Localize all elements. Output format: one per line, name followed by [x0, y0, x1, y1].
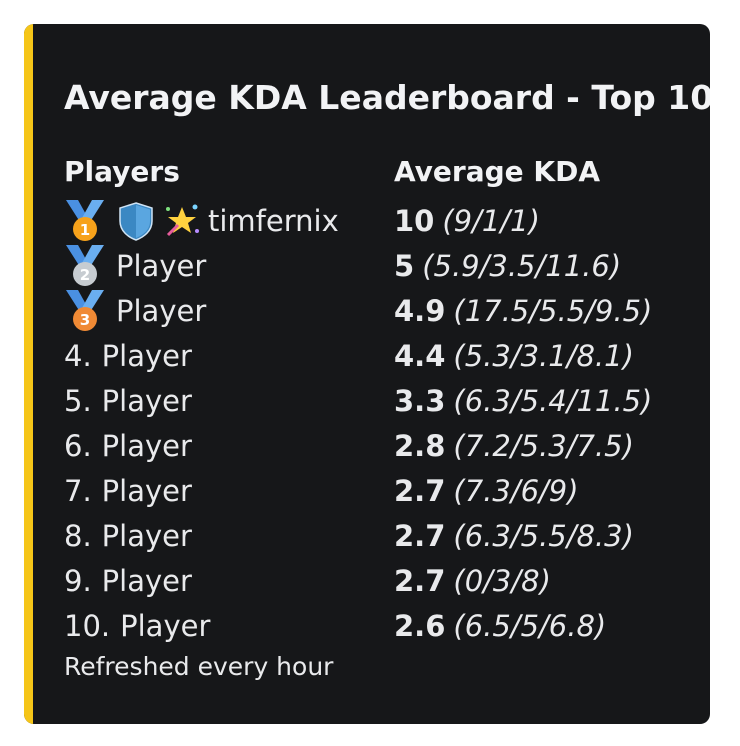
- leaderboard-row: 8. Player 2.7 (6.3/5.5/8.3): [24, 513, 710, 558]
- kda-cell: 2.8 (7.2/5.3/7.5): [394, 423, 634, 468]
- kda-column-header: Average KDA: [394, 155, 601, 188]
- player-cell: 8. Player: [64, 513, 192, 558]
- player-name: Player: [101, 563, 192, 598]
- rank-label: 10.: [64, 608, 111, 643]
- kda-cell: 2.7 (0/3/8): [394, 558, 551, 603]
- leaderboard-row: 10. Player 2.6 (6.5/5/6.8): [24, 603, 710, 648]
- player-cell: 1 timfernix: [64, 198, 339, 243]
- player-name: Player: [101, 338, 192, 373]
- silver-medal-icon: 2: [66, 245, 104, 286]
- player-cell: 10. Player: [64, 603, 210, 648]
- players-column-header: Players: [64, 155, 180, 188]
- kda-cell: 2.7 (7.3/6/9): [394, 468, 579, 513]
- svg-text:3: 3: [80, 311, 90, 329]
- player-cell: 2 Player: [64, 243, 206, 288]
- kda-average: 2.6: [394, 608, 446, 643]
- kda-average: 2.7: [394, 563, 446, 598]
- rank-label: 5.: [64, 383, 92, 418]
- kda-breakdown: (17.5/5.5/9.5): [453, 293, 653, 328]
- shield-icon: [119, 201, 153, 241]
- rank-label: 4.: [64, 338, 92, 373]
- player-cell: 9. Player: [64, 558, 192, 603]
- kda-cell: 5 (5.9/3.5/11.6): [394, 243, 621, 288]
- player-name: Player: [120, 608, 211, 643]
- rank-label: 7.: [64, 473, 92, 508]
- kda-average: 2.7: [394, 518, 446, 553]
- rank-label: 8.: [64, 518, 92, 553]
- leaderboard-row: 3 Player 4.9 (17.5/5.5/9.5): [24, 288, 710, 333]
- kda-average: 5: [394, 248, 415, 283]
- kda-cell: 2.6 (6.5/5/6.8): [394, 603, 606, 648]
- embed-footer: Refreshed every hour: [64, 652, 334, 681]
- kda-average: 10: [394, 203, 435, 238]
- gold-medal-icon: 1: [66, 200, 104, 241]
- player-name: Player: [101, 383, 192, 418]
- kda-breakdown: (6.3/5.5/8.3): [453, 518, 634, 553]
- kda-breakdown: (6.5/5/6.8): [453, 608, 607, 643]
- leaderboard-row: 4. Player 4.4 (5.3/3.1/8.1): [24, 333, 710, 378]
- svg-text:2: 2: [80, 266, 90, 284]
- player-cell: 3 Player: [64, 288, 206, 333]
- kda-average: 3.3: [394, 383, 446, 418]
- player-cell: 6. Player: [64, 423, 192, 468]
- kda-average: 4.9: [394, 293, 446, 328]
- kda-cell: 4.4 (5.3/3.1/8.1): [394, 333, 634, 378]
- svg-text:1: 1: [80, 221, 90, 239]
- kda-breakdown: (0/3/8): [453, 563, 551, 598]
- kda-breakdown: (6.3/5.4/11.5): [453, 383, 653, 418]
- player-name: Player: [116, 248, 207, 283]
- embed-title: Average KDA Leaderboard - Top 10: [64, 78, 710, 117]
- leaderboard-row: 6. Player 2.8 (7.2/5.3/7.5): [24, 423, 710, 468]
- kda-cell: 4.9 (17.5/5.5/9.5): [394, 288, 652, 333]
- leaderboard-row: 5. Player 3.3 (6.3/5.4/11.5): [24, 378, 710, 423]
- kda-breakdown: (9/1/1): [442, 203, 540, 238]
- player-name: Player: [101, 428, 192, 463]
- kda-cell: 2.7 (6.3/5.5/8.3): [394, 513, 634, 558]
- rank-label: 9.: [64, 563, 92, 598]
- leaderboard-embed: Average KDA Leaderboard - Top 10 Players…: [24, 24, 710, 724]
- kda-breakdown: (7.2/5.3/7.5): [453, 428, 634, 463]
- kda-average: 2.8: [394, 428, 446, 463]
- player-cell: 4. Player: [64, 333, 192, 378]
- player-name: Player: [116, 293, 207, 328]
- sparkle-icon: [166, 204, 199, 236]
- kda-breakdown: (5.3/3.1/8.1): [453, 338, 634, 373]
- player-cell: 7. Player: [64, 468, 192, 513]
- embed-accent-bar: [24, 24, 33, 724]
- kda-average: 2.7: [394, 473, 446, 508]
- kda-cell: 3.3 (6.3/5.4/11.5): [394, 378, 652, 423]
- leaderboard-row: 9. Player 2.7 (0/3/8): [24, 558, 710, 603]
- player-name: Player: [101, 518, 192, 553]
- leaderboard-row: 2 Player 5 (5.9/3.5/11.6): [24, 243, 710, 288]
- player-cell: 5. Player: [64, 378, 192, 423]
- bronze-medal-icon: 3: [66, 290, 104, 331]
- kda-breakdown: (7.3/6/9): [453, 473, 579, 508]
- rank-label: 6.: [64, 428, 92, 463]
- player-name: Player: [101, 473, 192, 508]
- player-name: timfernix: [208, 203, 339, 238]
- kda-average: 4.4: [394, 338, 446, 373]
- kda-cell: 10 (9/1/1): [394, 198, 540, 243]
- kda-breakdown: (5.9/3.5/11.6): [422, 248, 622, 283]
- leaderboard-row: 1 timfernix 10 (9/1/1): [24, 198, 710, 243]
- leaderboard-row: 7. Player 2.7 (7.3/6/9): [24, 468, 710, 513]
